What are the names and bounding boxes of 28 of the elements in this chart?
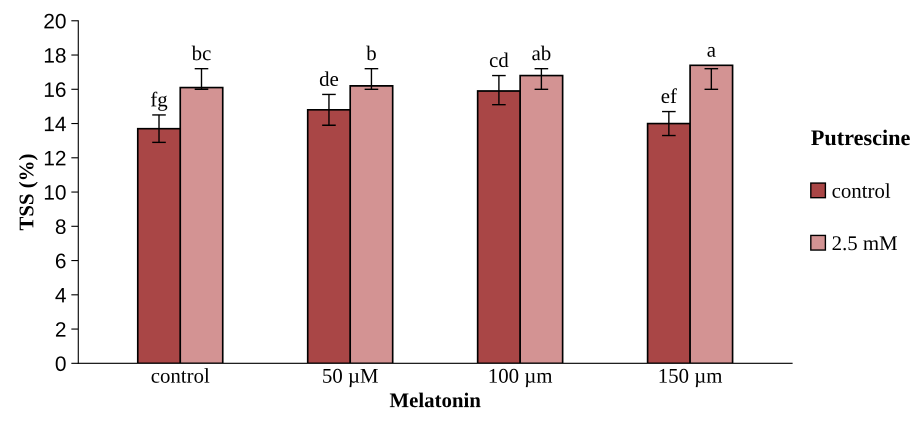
y-tick-label: 12 (44, 150, 66, 166)
data-label: a (707, 46, 716, 57)
y-axis-title: TSS (%) (18, 154, 38, 230)
y-tick-label: 6 (56, 254, 66, 268)
y-tick-label: 2 (56, 322, 66, 337)
y-tick-label: 10 (44, 185, 66, 200)
y-tick-label: 20 (44, 14, 66, 29)
y-tick-label: 4 (55, 288, 66, 302)
data-label: de (320, 71, 338, 86)
x-tick-label: 100 µm (490, 368, 552, 388)
x-tick-label: control (152, 368, 210, 383)
x-tick-label: 50 µM (323, 368, 378, 388)
y-tick-label: 16 (44, 82, 66, 98)
legend-label: 2.5 mM (832, 236, 898, 250)
data-label: ef (662, 88, 677, 104)
y-tick-label: 8 (56, 219, 66, 234)
legend-title: Putrescine (811, 130, 910, 146)
legend-label: control (832, 183, 890, 198)
data-label: bc (192, 46, 211, 60)
x-tick-label: 150 µm (660, 368, 722, 388)
x-axis-title: Melatonin (390, 392, 481, 408)
data-label: b (366, 46, 376, 60)
data-label: fg (150, 92, 168, 111)
y-tick-label: 0 (56, 356, 66, 372)
data-label: ab (532, 46, 550, 60)
y-tick-label: 14 (44, 116, 66, 132)
y-tick-label: 18 (44, 48, 66, 63)
data-label: cd (490, 52, 508, 68)
